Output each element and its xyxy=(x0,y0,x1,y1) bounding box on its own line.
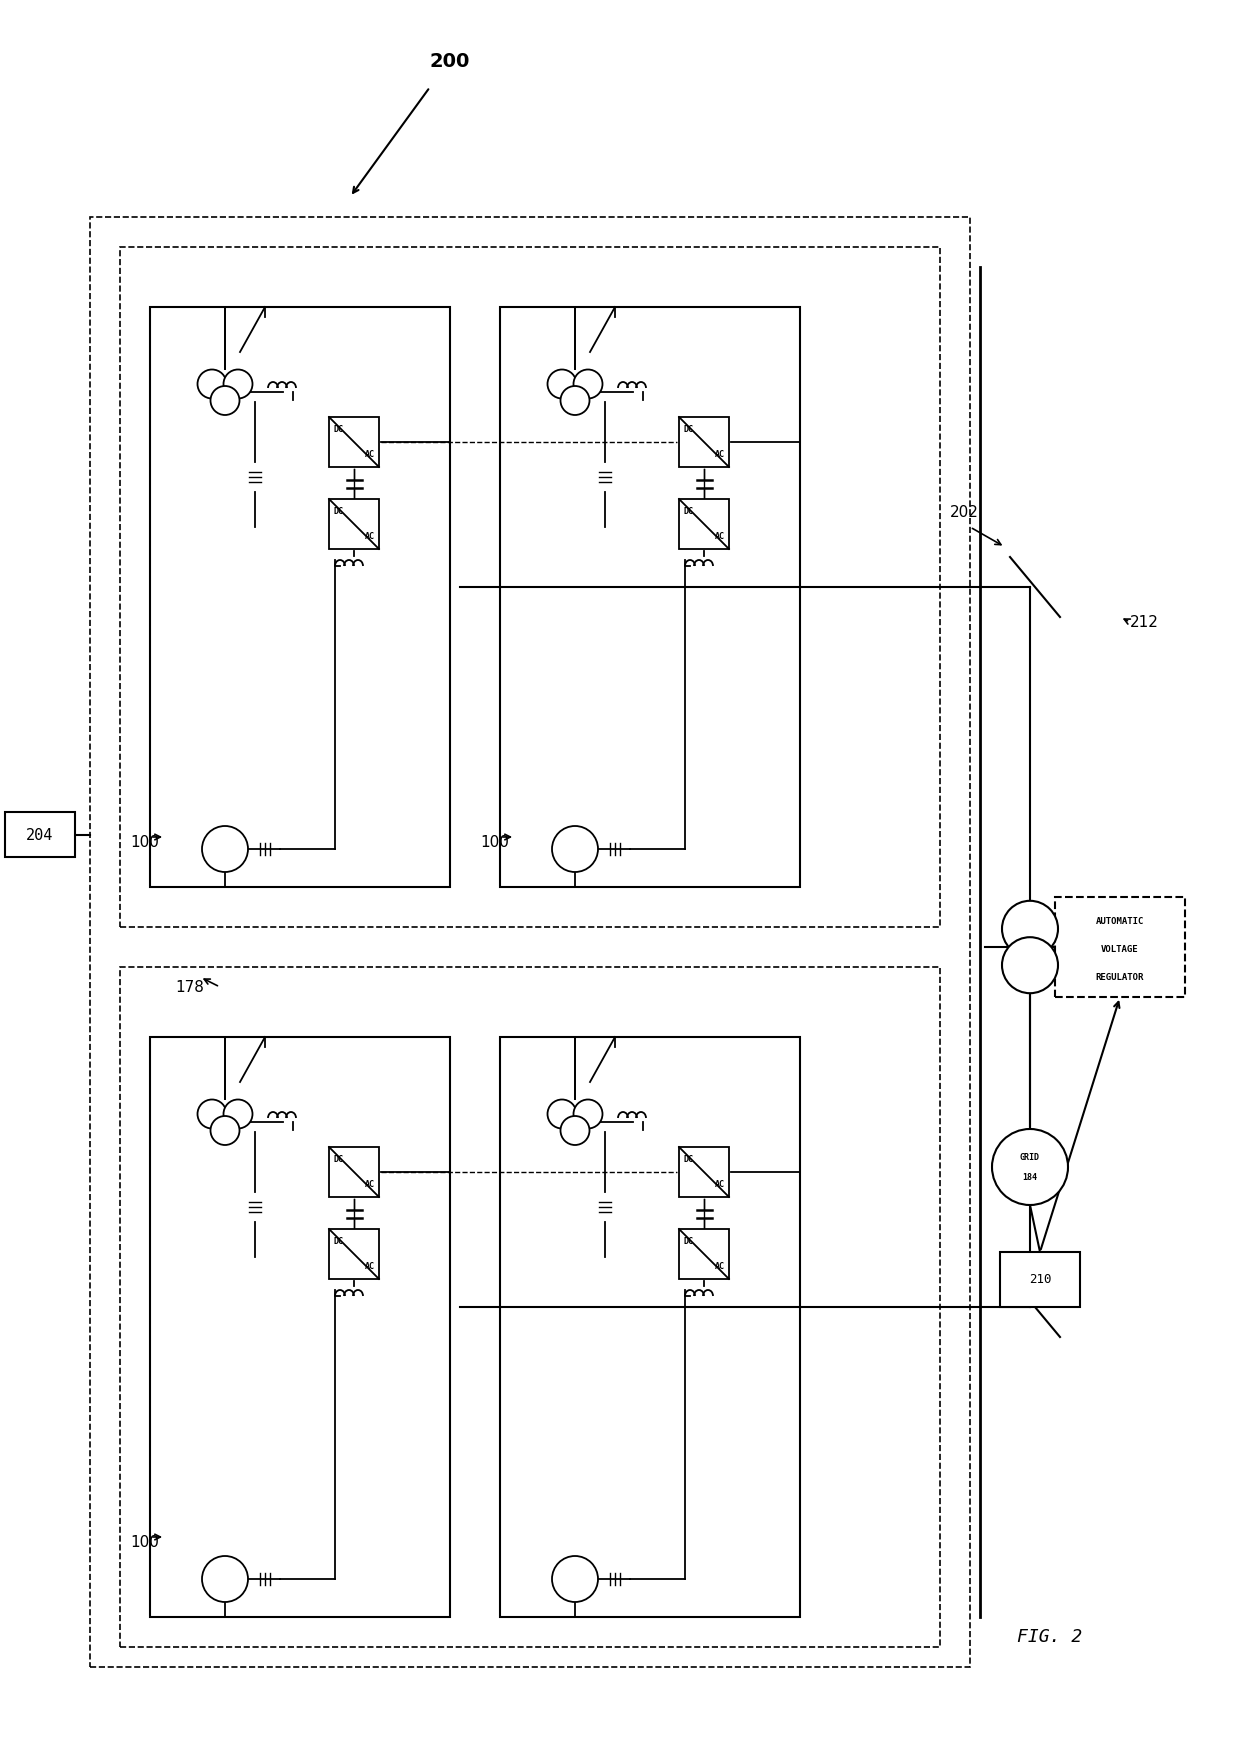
Text: 184: 184 xyxy=(1023,1172,1038,1181)
Circle shape xyxy=(560,386,589,416)
Bar xyxy=(329,500,379,549)
Circle shape xyxy=(197,1099,227,1129)
Text: GRID: GRID xyxy=(1021,1153,1040,1162)
Text: 100: 100 xyxy=(130,1536,159,1550)
Circle shape xyxy=(1002,901,1058,957)
Text: 212: 212 xyxy=(1130,615,1159,631)
Bar xyxy=(329,1148,379,1197)
Text: FIG. 2: FIG. 2 xyxy=(1017,1628,1083,1646)
Text: AC: AC xyxy=(365,1261,374,1272)
Circle shape xyxy=(573,370,603,398)
Text: AUTOMATIC: AUTOMATIC xyxy=(1096,917,1145,926)
Text: 202: 202 xyxy=(950,505,978,521)
Text: DC: DC xyxy=(334,1155,343,1164)
Bar xyxy=(120,968,940,1647)
Text: AC: AC xyxy=(365,533,374,542)
Bar xyxy=(150,1038,450,1618)
Text: 100: 100 xyxy=(480,835,508,851)
Text: DC: DC xyxy=(683,1155,693,1164)
Circle shape xyxy=(197,370,227,398)
Bar xyxy=(1055,896,1185,998)
Circle shape xyxy=(548,1099,577,1129)
Circle shape xyxy=(211,1116,239,1144)
Text: DC: DC xyxy=(334,425,343,433)
Text: REGULATOR: REGULATOR xyxy=(1096,973,1145,982)
Text: DC: DC xyxy=(334,1237,343,1246)
Bar xyxy=(329,1228,379,1279)
Text: AC: AC xyxy=(365,1179,374,1190)
Text: 210: 210 xyxy=(1029,1274,1052,1286)
Text: DC: DC xyxy=(683,507,693,515)
Circle shape xyxy=(202,826,248,872)
Bar xyxy=(999,1253,1080,1307)
Text: 204: 204 xyxy=(26,828,53,842)
Text: AC: AC xyxy=(715,533,725,542)
Bar xyxy=(91,217,970,1667)
Circle shape xyxy=(1002,936,1058,994)
Bar xyxy=(680,418,729,466)
Circle shape xyxy=(573,1099,603,1129)
Circle shape xyxy=(211,386,239,416)
Bar xyxy=(680,500,729,549)
Circle shape xyxy=(223,1099,253,1129)
Bar xyxy=(500,1038,800,1618)
Circle shape xyxy=(548,370,577,398)
Bar xyxy=(680,1228,729,1279)
Circle shape xyxy=(223,370,253,398)
Text: DC: DC xyxy=(683,425,693,433)
Text: DC: DC xyxy=(334,507,343,515)
Bar xyxy=(500,307,800,887)
Bar xyxy=(150,307,450,887)
Text: AC: AC xyxy=(715,1179,725,1190)
Text: AC: AC xyxy=(365,451,374,459)
Bar xyxy=(120,246,940,928)
Bar xyxy=(329,418,379,466)
Text: DC: DC xyxy=(683,1237,693,1246)
Text: 200: 200 xyxy=(430,52,470,72)
Circle shape xyxy=(552,826,598,872)
Bar xyxy=(680,1148,729,1197)
Circle shape xyxy=(202,1557,248,1602)
Text: AC: AC xyxy=(715,1261,725,1272)
Circle shape xyxy=(992,1129,1068,1205)
Circle shape xyxy=(552,1557,598,1602)
Text: VOLTAGE: VOLTAGE xyxy=(1101,945,1138,954)
Bar xyxy=(5,812,74,858)
Text: AC: AC xyxy=(715,451,725,459)
Circle shape xyxy=(560,1116,589,1144)
Text: 100: 100 xyxy=(130,835,159,851)
Text: 178: 178 xyxy=(176,980,205,996)
